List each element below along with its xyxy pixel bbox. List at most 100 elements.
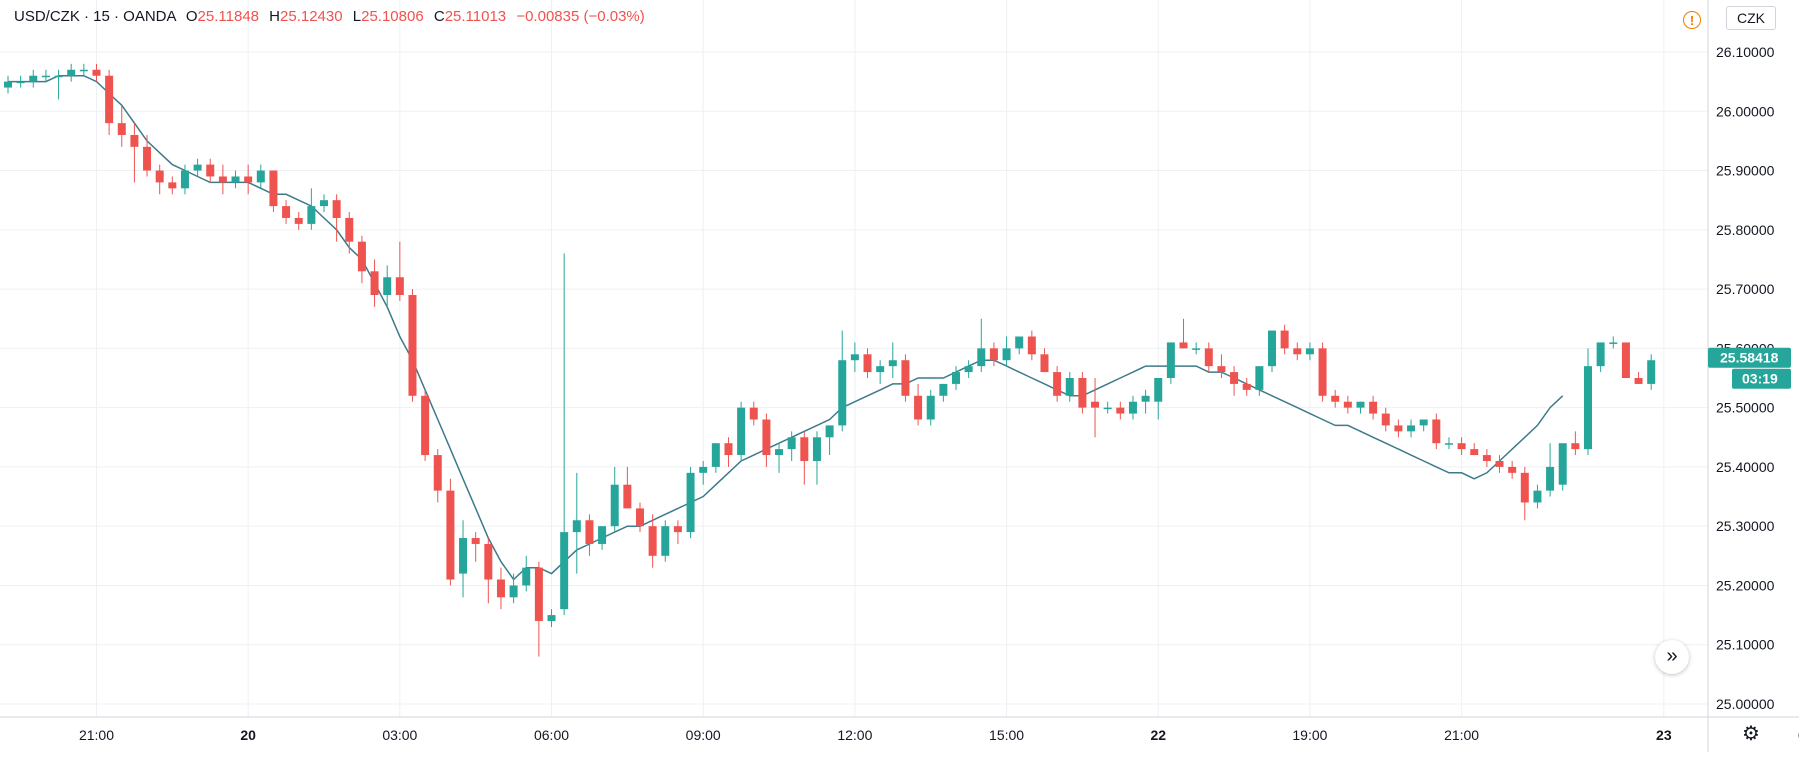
candle-body <box>1116 407 1125 414</box>
moving-average-line <box>8 74 1564 581</box>
candle-body <box>1280 330 1289 349</box>
candle-body <box>4 81 12 88</box>
symbol-legend: USD/CZK · 15 · OANDA O25.11848 H25.12430… <box>14 8 645 25</box>
x-tick-label: 21:00 <box>79 727 114 743</box>
x-tick-label: 20 <box>240 727 256 743</box>
symbol-label[interactable]: USD/CZK · 15 · OANDA <box>14 8 176 25</box>
x-tick-label: 21:00 <box>1444 727 1479 743</box>
candle-body <box>117 123 126 135</box>
candle-body <box>1394 425 1403 432</box>
candle-body <box>307 206 316 224</box>
close-value: 25.11013 <box>444 8 507 25</box>
candle-body <box>1015 336 1024 349</box>
candle-body <box>610 484 619 527</box>
candle-body <box>585 520 594 544</box>
x-tick-label: 15:00 <box>989 727 1024 743</box>
candle-body <box>446 490 455 580</box>
candle-body <box>1128 401 1137 414</box>
change-value: −0.00835 (−0.03%) <box>516 8 645 25</box>
y-tick-label: 26.10000 <box>1716 44 1775 60</box>
candle-body <box>1040 354 1049 373</box>
candle-body <box>661 526 670 556</box>
candle-body <box>901 360 910 396</box>
candle-body <box>762 419 771 456</box>
open-value: 25.11848 <box>197 8 259 25</box>
x-tick-label: 22 <box>1150 727 1166 743</box>
candle-body <box>218 176 227 183</box>
candle-body <box>1192 348 1201 350</box>
x-tick-label: 19:00 <box>1292 727 1327 743</box>
candle-body <box>332 200 341 218</box>
x-tick-label: 03:00 <box>1798 727 1799 743</box>
candle-body <box>522 567 531 586</box>
candle-body <box>320 200 328 207</box>
candle-body <box>560 532 569 610</box>
candle-body <box>1634 378 1643 384</box>
candle-body <box>775 449 784 456</box>
x-tick-label: 03:00 <box>382 727 417 743</box>
candle-body <box>294 217 303 224</box>
candle-body <box>1204 348 1213 367</box>
candle-body <box>838 360 847 426</box>
candle-body <box>130 134 139 147</box>
low-value: 25.10806 <box>361 8 424 25</box>
candle-body <box>244 176 253 183</box>
currency-badge[interactable]: CZK <box>1726 6 1776 30</box>
candle-body <box>977 348 986 367</box>
high-label: H <box>269 8 281 25</box>
candle-body <box>1166 342 1175 378</box>
candle-body <box>1457 443 1466 450</box>
x-tick-label: 09:00 <box>686 727 721 743</box>
candle-body <box>1268 330 1276 367</box>
candle-body <box>1546 466 1555 491</box>
candle-body <box>1242 383 1251 390</box>
candle-body <box>357 241 366 272</box>
candle-body <box>1482 455 1491 461</box>
gear-icon[interactable]: ⚙ <box>1742 723 1760 745</box>
y-tick-label: 25.80000 <box>1716 222 1775 238</box>
candle-body <box>598 526 607 544</box>
candle-body <box>926 395 935 420</box>
candle-body <box>1141 395 1150 402</box>
candles <box>4 63 1656 657</box>
candle-body <box>800 437 809 461</box>
y-tick-label: 25.00000 <box>1716 696 1775 712</box>
candle-body <box>1318 348 1327 396</box>
y-tick-label: 25.20000 <box>1716 577 1775 593</box>
candle-body <box>534 567 543 622</box>
open-label: O <box>185 8 198 25</box>
candle-body <box>952 372 960 384</box>
candle-body <box>256 170 265 183</box>
warning-icon[interactable]: ! <box>1683 11 1701 29</box>
candle-body <box>648 526 657 556</box>
y-tick-label: 26.00000 <box>1716 103 1775 119</box>
candle-body <box>67 69 76 76</box>
candle-body <box>395 277 404 296</box>
y-tick-label: 25.30000 <box>1716 518 1775 534</box>
candle-body <box>1305 348 1314 355</box>
low-label: L <box>352 8 362 25</box>
candle-body <box>155 170 164 183</box>
candle-body <box>1558 443 1567 485</box>
candle-body <box>1520 472 1529 503</box>
candle-body <box>1179 342 1188 349</box>
candle-body <box>206 164 215 177</box>
candle-body <box>1230 372 1239 384</box>
candle-body <box>1533 490 1542 503</box>
candle-body <box>433 455 442 491</box>
candle-body <box>825 425 834 438</box>
y-tick-label: 25.90000 <box>1716 163 1775 179</box>
candle-body <box>1217 366 1226 373</box>
candle-body <box>711 443 720 467</box>
scroll-right-icon[interactable]: » <box>1655 640 1689 674</box>
candle-body <box>1293 348 1302 355</box>
candle-body <box>1356 401 1365 408</box>
candle-body <box>1571 443 1580 450</box>
candle-body <box>193 164 202 171</box>
candle-body <box>1596 342 1605 367</box>
candle-body <box>383 277 392 296</box>
candle-body <box>1444 443 1453 445</box>
